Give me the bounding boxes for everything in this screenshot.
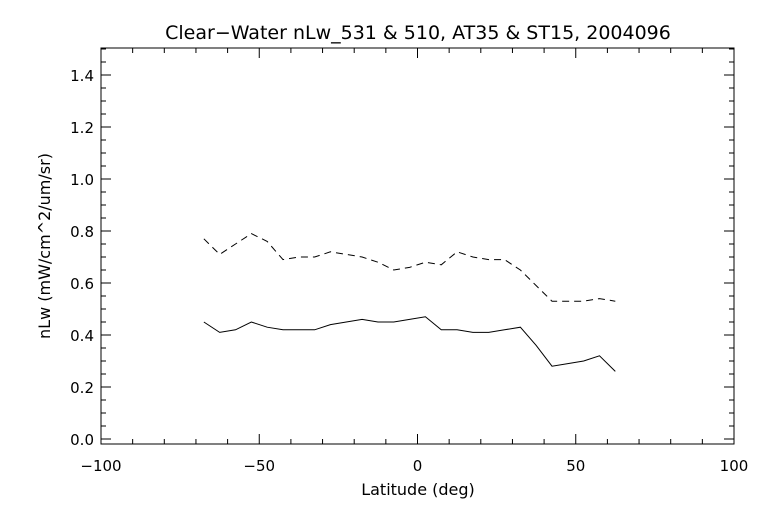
chart-title: Clear−Water nLw_531 & 510, AT35 & ST15, …: [165, 22, 671, 44]
x-tick-label: 50: [566, 457, 585, 475]
x-tick-label: 0: [413, 457, 423, 475]
y-tick-label: 0.2: [70, 379, 94, 397]
x-tick-label: −50: [243, 457, 275, 475]
y-tick-label: 1.0: [70, 171, 94, 189]
y-tick-label: 1.4: [70, 67, 94, 85]
y-tick-label: 0.0: [70, 431, 94, 449]
series-line-solid: [203, 316, 616, 372]
y-axis-label: nLw (mW/cm^2/um/sr): [35, 153, 54, 339]
x-axis: −100 −50 0 50 100: [80, 48, 748, 475]
x-tick-label: 100: [720, 457, 749, 475]
y-tick-label: 0.6: [70, 275, 94, 293]
x-tick-label: −100: [80, 457, 121, 475]
x-axis-label: Latitude (deg): [361, 480, 475, 499]
series-layer: [203, 233, 616, 372]
series-line-dashed: [203, 233, 616, 302]
y-tick-label: 0.8: [70, 223, 94, 241]
y-axis: 0.0 0.2 0.4 0.6 0.8 1.0 1.2 1.4: [70, 48, 734, 449]
y-tick-label: 1.2: [70, 119, 94, 137]
y-tick-label: 0.4: [70, 327, 94, 345]
